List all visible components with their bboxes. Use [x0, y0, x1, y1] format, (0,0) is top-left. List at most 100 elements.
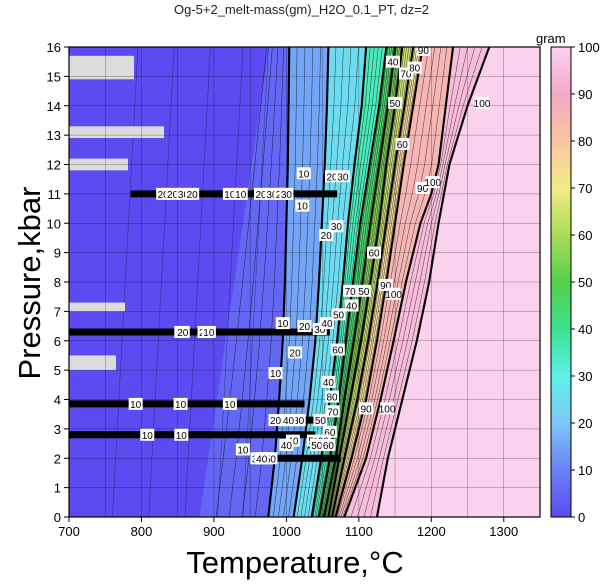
contour-label-text: 40	[323, 378, 335, 389]
band-label: 20	[175, 325, 190, 339]
colorbar-tick-label: 100	[578, 40, 600, 55]
x-tick-label: 1200	[417, 524, 446, 539]
band-label: 60	[321, 439, 336, 452]
contour-label-bg	[222, 397, 237, 410]
contour-label-text: 60	[397, 140, 409, 151]
color-band	[293, 47, 367, 517]
contour-line-minor	[321, 47, 392, 517]
contour-line-minor	[357, 47, 468, 517]
contour-line-minor	[320, 47, 391, 517]
gray-patch	[69, 355, 116, 371]
band-label: 10	[173, 397, 188, 411]
contour-label-bg	[281, 414, 296, 427]
contour-label-text: 30	[281, 190, 293, 201]
chart-title: Og-5+2_melt-mass(gm)_H2O_0.1_PT, dz=2	[173, 2, 430, 17]
contour-label-text: 20	[290, 349, 302, 360]
contour-label-bg	[233, 187, 248, 200]
contour-label-text: 20	[299, 322, 311, 333]
contour-label-bg	[319, 317, 334, 330]
contour-label-bg	[386, 287, 401, 300]
contour-label-bg	[359, 402, 374, 415]
x-tick-label: 1000	[272, 524, 301, 539]
contour-label-bg	[254, 187, 269, 200]
contour-label-bg	[128, 397, 143, 410]
contour-label-bg	[325, 405, 340, 418]
contour-label-bg	[296, 167, 311, 180]
colorbar-tick-label: 50	[578, 275, 592, 290]
contour-label-text: 90	[417, 184, 429, 195]
contour-label: 30	[329, 220, 344, 233]
contour-label: 10	[275, 317, 290, 330]
contour-line-minor	[325, 47, 399, 517]
colorbar-tick-label: 0	[578, 510, 585, 525]
contour-label-text: 20	[255, 190, 267, 201]
contour-label: 80	[407, 61, 422, 75]
contour-line-minor	[338, 47, 436, 517]
colorbar-tick-label: 20	[578, 416, 592, 431]
contour-line-20	[292, 47, 330, 517]
contour-label-text: 20	[321, 231, 333, 242]
contour-label: 90	[359, 402, 374, 415]
contour-label-text: 30	[266, 190, 278, 201]
contour-label-bg	[174, 428, 189, 441]
contour-label-text: 30	[331, 222, 343, 233]
contour-label-text: 50	[358, 287, 370, 298]
contour-label-bg	[343, 284, 358, 297]
contour-line-minor	[255, 47, 284, 517]
contour-label-bg	[201, 325, 216, 338]
contour-label-bg	[325, 170, 340, 183]
contour-label-text: 20	[158, 190, 170, 201]
contour-label-text: 80	[326, 393, 338, 404]
contour-label-bg	[279, 439, 294, 452]
y-tick-label: 4	[54, 393, 61, 408]
contour-label-bg	[288, 346, 303, 359]
contour-label-text: 90	[380, 281, 392, 292]
grid	[68, 46, 540, 518]
x-tick-label: 700	[58, 524, 80, 539]
contour-label-bg	[321, 439, 336, 452]
band-label: 10	[201, 325, 216, 339]
contour-label-text: 100	[424, 178, 441, 189]
band-label: 40	[254, 452, 269, 465]
band-label: 10	[128, 397, 143, 411]
contour-label: 30	[335, 170, 350, 183]
contour-label-bg	[173, 397, 188, 410]
y-tick-label: 3	[54, 422, 61, 437]
band-label: 10	[140, 428, 155, 442]
contour-label-text: 60	[323, 441, 335, 452]
contour-label-text: 30	[178, 190, 190, 201]
contour-line-minor	[328, 47, 405, 517]
contour-label-bg	[313, 414, 328, 427]
contour-label-text: 40	[387, 58, 399, 69]
y-tick-label: 11	[48, 187, 62, 202]
contour-label-bg	[321, 375, 336, 388]
contour-label-bg	[329, 220, 344, 233]
contour-label: 20	[297, 320, 312, 333]
colorbar-tick-label: 90	[578, 87, 592, 102]
contour-label: 70	[343, 284, 358, 298]
contour-label-text: 100	[385, 290, 402, 301]
contour-label: 70	[325, 405, 340, 418]
contour-line-10	[267, 47, 291, 517]
contour-label-bg	[268, 367, 283, 380]
contour-line-minor	[112, 47, 139, 517]
band-label: 20	[254, 187, 269, 201]
contour-line-minor	[228, 47, 273, 517]
gray-patch	[69, 302, 125, 312]
contour-label-bg	[335, 170, 350, 183]
contour-label: 20	[325, 170, 340, 183]
contour-label: 40	[319, 317, 334, 330]
colorbar-tick-label: 40	[578, 322, 592, 337]
band-label: 40	[279, 439, 294, 452]
contour-label-text: 10	[142, 431, 154, 442]
colorbar-label: gram	[536, 31, 566, 46]
contour-label-bg	[330, 343, 345, 356]
band-label: 40	[281, 414, 296, 427]
x-axis-label: Temperature,°C	[186, 545, 404, 580]
contour-labels: 1010202030304040505060607080909090901001…	[128, 43, 491, 465]
y-tick-label: 0	[54, 510, 61, 525]
contour-label: 50	[356, 284, 371, 298]
contour-label-text: 10	[224, 190, 236, 201]
colorbar-tick-label: 80	[578, 134, 592, 149]
contour-line-50	[323, 47, 397, 517]
